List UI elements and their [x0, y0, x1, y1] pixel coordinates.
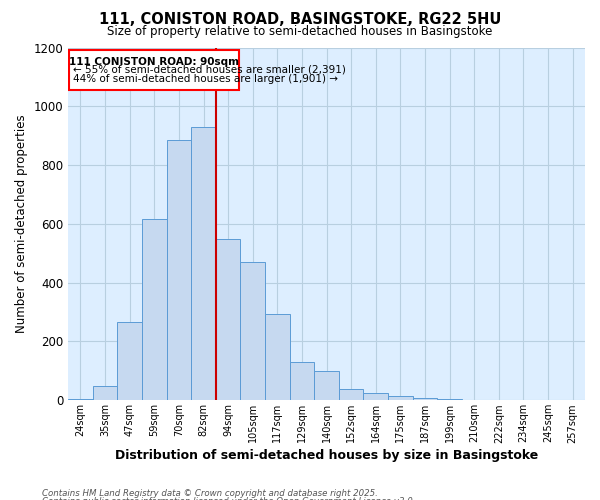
Bar	[388, 396, 413, 400]
X-axis label: Distribution of semi-detached houses by size in Basingstoke: Distribution of semi-detached houses by …	[115, 450, 538, 462]
Bar	[413, 398, 437, 400]
Text: 111 CONISTON ROAD: 90sqm: 111 CONISTON ROAD: 90sqm	[70, 57, 239, 67]
Bar	[241, 262, 265, 400]
Bar	[339, 388, 364, 400]
Text: Size of property relative to semi-detached houses in Basingstoke: Size of property relative to semi-detach…	[107, 25, 493, 38]
Bar	[216, 238, 241, 400]
Text: 44% of semi-detached houses are larger (1,901) →: 44% of semi-detached houses are larger (…	[73, 74, 338, 84]
Y-axis label: Number of semi-detached properties: Number of semi-detached properties	[15, 114, 28, 333]
Text: Contains HM Land Registry data © Crown copyright and database right 2025.: Contains HM Land Registry data © Crown c…	[42, 488, 378, 498]
Bar	[167, 140, 191, 400]
Bar	[142, 220, 167, 400]
Bar	[364, 393, 388, 400]
Bar	[93, 386, 118, 400]
Bar	[314, 371, 339, 400]
Bar	[191, 127, 216, 400]
Bar	[265, 314, 290, 400]
Text: 111, CONISTON ROAD, BASINGSTOKE, RG22 5HU: 111, CONISTON ROAD, BASINGSTOKE, RG22 5H…	[99, 12, 501, 28]
Bar	[70, 50, 239, 90]
Text: Contains public sector information licensed under the Open Government Licence v3: Contains public sector information licen…	[42, 498, 415, 500]
Bar	[68, 399, 93, 400]
Bar	[118, 322, 142, 400]
Bar	[290, 362, 314, 401]
Text: ← 55% of semi-detached houses are smaller (2,391): ← 55% of semi-detached houses are smalle…	[73, 64, 346, 74]
